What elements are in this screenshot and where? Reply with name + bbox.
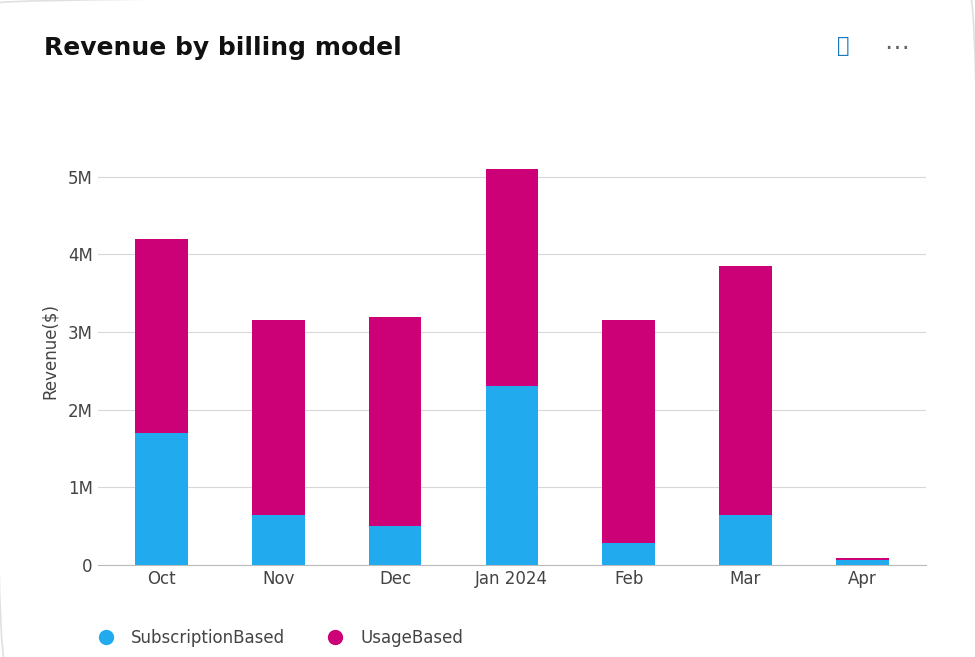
Bar xyxy=(136,433,188,565)
Bar xyxy=(252,321,304,514)
Bar xyxy=(369,317,421,526)
Bar xyxy=(486,386,538,565)
Bar xyxy=(603,321,655,543)
Bar xyxy=(252,514,304,565)
Bar xyxy=(603,543,655,565)
Bar xyxy=(486,169,538,386)
Bar xyxy=(836,560,888,565)
Bar xyxy=(836,558,888,560)
Bar xyxy=(369,526,421,565)
Bar xyxy=(720,514,772,565)
Text: ⓘ: ⓘ xyxy=(838,36,849,56)
Bar xyxy=(720,266,772,514)
Y-axis label: Revenue($): Revenue($) xyxy=(41,304,59,399)
Legend: SubscriptionBased, UsageBased: SubscriptionBased, UsageBased xyxy=(90,629,463,647)
Bar xyxy=(136,239,188,433)
Text: Revenue by billing model: Revenue by billing model xyxy=(44,36,402,60)
Text: ⋯: ⋯ xyxy=(884,36,910,60)
